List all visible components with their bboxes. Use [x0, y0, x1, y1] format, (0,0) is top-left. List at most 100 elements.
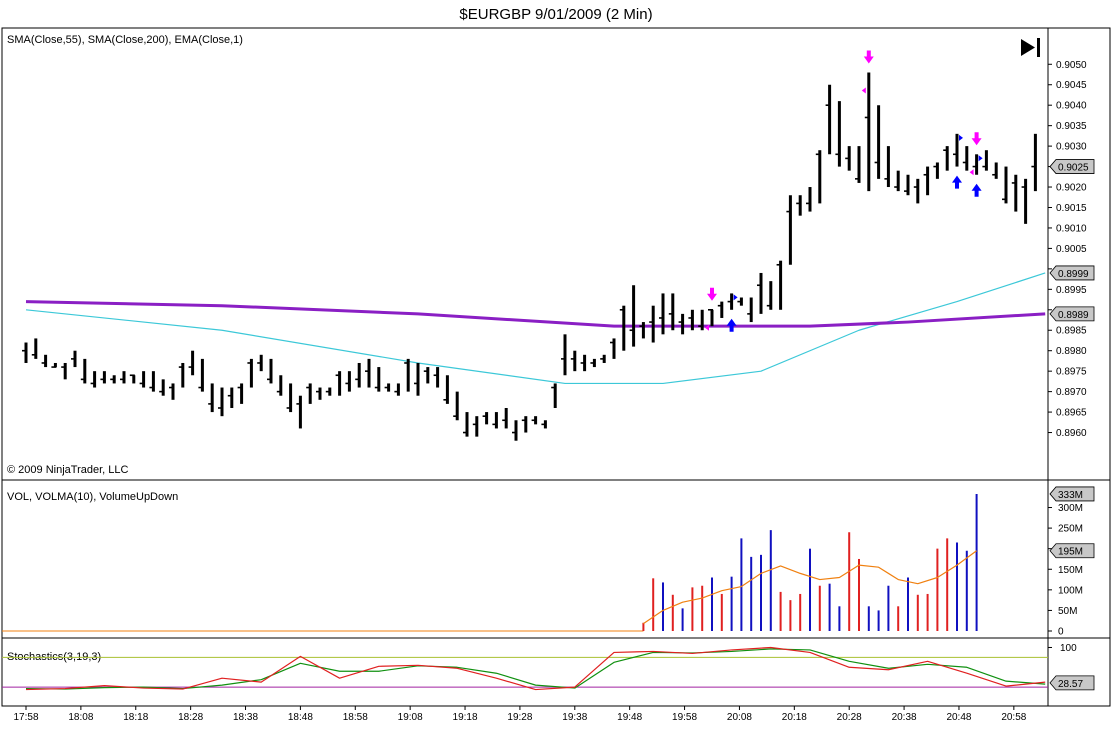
- price-bar: [306, 383, 312, 404]
- price-bar: [237, 383, 244, 404]
- price-bar: [659, 293, 665, 335]
- sma200-value-marker-text: 0.8999: [1058, 269, 1089, 280]
- long-entry-marker: [733, 294, 738, 301]
- volume-tick-label: 0: [1058, 627, 1064, 638]
- price-tick-label: 0.9010: [1056, 223, 1087, 234]
- price-bar: [31, 338, 38, 359]
- price-tick-label: 0.8960: [1056, 428, 1087, 439]
- short-entry-marker: [969, 169, 974, 176]
- volma-last-marker: 195M: [1049, 543, 1095, 559]
- short-signal-arrow-icon: [707, 287, 717, 301]
- price-bar: [953, 133, 959, 167]
- long-entry-marker: [978, 155, 983, 162]
- time-tick-label: 17:58: [13, 712, 38, 723]
- price-bar: [365, 358, 371, 388]
- price-tick-label: 0.9050: [1056, 60, 1087, 71]
- sma55-value-marker-text: 0.8989: [1058, 310, 1089, 321]
- price-bar: [825, 84, 832, 155]
- sma200-value-marker: 0.8999: [1049, 265, 1095, 281]
- last-price-marker: 0.9025: [1049, 159, 1095, 174]
- price-bar: [188, 350, 195, 376]
- price-bar: [100, 371, 106, 384]
- price-bar: [482, 412, 489, 425]
- price-bar: [757, 272, 763, 314]
- time-tick-label: 20:28: [837, 712, 862, 723]
- price-bar: [747, 297, 753, 323]
- price-bar: [864, 72, 871, 192]
- price-bar: [198, 358, 204, 392]
- short-entry-marker: [705, 324, 709, 331]
- price-bar: [610, 338, 616, 359]
- short-signal-arrow-icon: [863, 50, 874, 64]
- price-bar: [129, 374, 136, 384]
- time-tick-label: 19:48: [617, 712, 642, 723]
- price-tick-label: 0.8985: [1056, 326, 1087, 337]
- price-tick-label: 0.9045: [1056, 80, 1087, 91]
- price-bar: [316, 387, 322, 400]
- price-tick-label: 0.8965: [1056, 408, 1087, 419]
- price-tick-label: 0.9015: [1056, 203, 1087, 214]
- price-bar: [394, 383, 400, 396]
- price-bar: [374, 367, 381, 392]
- price-bar: [227, 387, 234, 408]
- price-bar: [345, 371, 351, 392]
- time-tick-label: 20:58: [1001, 712, 1026, 723]
- price-bar: [688, 309, 694, 331]
- price-bar: [776, 260, 783, 310]
- volume-panel-label: VOL, VOLMA(10), VolumeUpDown: [7, 491, 178, 503]
- price-bar: [874, 105, 881, 179]
- stoch-d-line: [25, 648, 1046, 690]
- price-bar: [502, 407, 508, 429]
- price-bar: [992, 162, 998, 179]
- sma55-line: [25, 300, 1046, 328]
- time-tick-label: 19:38: [562, 712, 587, 723]
- time-tick-label: 19:18: [453, 712, 478, 723]
- time-tick-label: 20:18: [782, 712, 807, 723]
- price-bar: [276, 375, 283, 396]
- price-bar: [570, 350, 577, 372]
- chart-title: $EURGBP 9/01/2009 (2 Min): [459, 6, 652, 23]
- price-bar: [541, 420, 547, 429]
- price-bar: [178, 362, 185, 388]
- stoch-last-marker-shape: [1049, 675, 1095, 691]
- price-bar: [698, 309, 704, 331]
- last-price-marker-text: 0.9025: [1058, 163, 1089, 174]
- price-bar: [169, 383, 175, 400]
- price-bar: [208, 383, 214, 413]
- stochastics-plot: 100 28.57: [2, 643, 1095, 691]
- price-bar: [962, 146, 969, 171]
- price-bar: [355, 362, 361, 388]
- price-bar: [51, 362, 57, 368]
- volma-last-marker-text: 195M: [1058, 547, 1083, 558]
- time-axis: 17:58 18:08 18:18 18:28 18:38 18:48 18:58 19:08…: [13, 706, 1027, 723]
- price-bar: [766, 281, 773, 310]
- price-bar: [1021, 178, 1028, 224]
- price-panel-label: SMA(Close,55), SMA(Close,200), EMA(Close…: [7, 34, 243, 46]
- price-bar: [943, 146, 949, 171]
- price-bar: [561, 334, 567, 376]
- time-tick-label: 19:28: [507, 712, 532, 723]
- go-to-end-icon[interactable]: [1021, 38, 1040, 57]
- price-bar: [884, 146, 890, 188]
- price-bar: [639, 322, 645, 339]
- price-bar: [247, 358, 253, 388]
- price-bar: [649, 305, 655, 343]
- price-bar: [806, 187, 812, 212]
- price-tick-label: 0.8995: [1056, 285, 1087, 296]
- sma55-value-marker: 0.8989: [1049, 306, 1095, 322]
- price-tick-label: 0.8980: [1056, 346, 1087, 357]
- price-bar: [580, 354, 587, 372]
- volume-plot: 300M250M200M150M100M50M0333M195M: [2, 486, 1095, 638]
- time-tick-label: 18:38: [233, 712, 258, 723]
- long-signal-arrow-icon: [971, 183, 982, 197]
- price-bar: [894, 170, 900, 192]
- price-bar: [933, 162, 939, 179]
- volume-last-marker-text: 333M: [1058, 490, 1083, 501]
- price-bar: [453, 391, 459, 421]
- price-bar: [521, 416, 528, 433]
- volume-tick-label: 150M: [1058, 565, 1083, 576]
- time-tick-label: 18:28: [178, 712, 203, 723]
- long-signal-arrow-icon: [726, 318, 737, 332]
